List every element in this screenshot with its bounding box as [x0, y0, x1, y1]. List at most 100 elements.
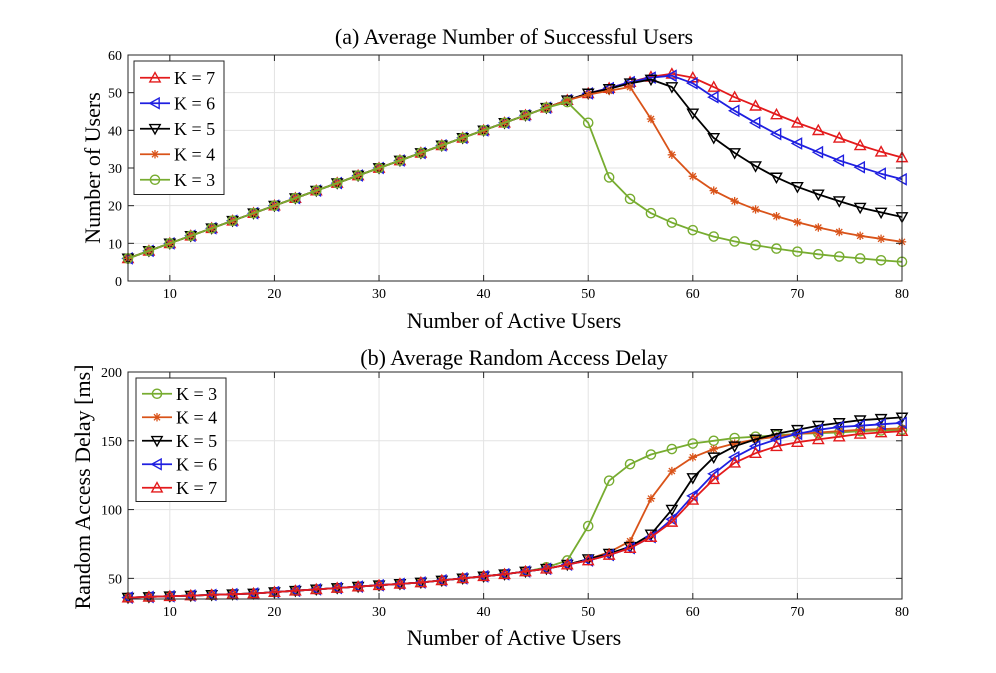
data-point — [728, 104, 740, 118]
y-tick-label: 20 — [108, 200, 122, 215]
data-point — [581, 553, 595, 566]
data-point — [625, 82, 635, 92]
data-point — [624, 193, 636, 205]
data-point — [269, 200, 280, 211]
x-tick-label: 70 — [790, 287, 804, 302]
data-point — [707, 133, 721, 145]
legend-label: K = 7 — [174, 68, 215, 88]
y-tick-label: 60 — [108, 49, 122, 64]
x-tick-label: 70 — [790, 605, 804, 620]
data-point — [603, 475, 615, 486]
data-point — [749, 99, 762, 111]
y-tick-label: 0 — [115, 275, 122, 290]
data-point — [539, 562, 553, 574]
ticks: 10 20 30 40 50 60 70 80 50 100 150 200 — [101, 366, 909, 620]
data-point — [874, 145, 888, 157]
data-point — [561, 96, 573, 108]
data-point — [811, 432, 825, 445]
data-point — [832, 420, 845, 434]
x-axis-label: Number of Active Users — [407, 308, 621, 333]
data-point — [707, 452, 721, 464]
data-point — [832, 154, 845, 167]
data-point — [665, 82, 679, 94]
legend-item: K = 5 — [140, 119, 215, 139]
data-point — [560, 557, 574, 570]
data-point — [520, 109, 531, 121]
data-point — [686, 70, 700, 83]
legend-marker — [150, 481, 164, 493]
data-point — [688, 453, 698, 462]
data-point — [143, 245, 155, 257]
y-tick-label: 150 — [101, 435, 122, 450]
chart-panel-a: (a) Average Number of Successful Users N… — [80, 24, 909, 333]
data-point — [791, 181, 804, 194]
data-point — [895, 172, 907, 186]
data-point — [814, 223, 823, 232]
data-point — [874, 207, 888, 220]
data-point — [770, 172, 783, 185]
data-point — [310, 185, 322, 196]
x-tick-label: 80 — [895, 287, 909, 302]
data-point — [665, 504, 679, 517]
legend-item: K = 4 — [142, 407, 217, 427]
data-point — [623, 541, 637, 553]
data-point — [624, 458, 636, 470]
data-point — [415, 147, 427, 159]
data-point — [833, 251, 845, 262]
legend-item: K = 4 — [140, 144, 215, 164]
data-point — [707, 80, 721, 92]
legend-marker — [150, 435, 164, 448]
y-tick-label: 100 — [101, 504, 122, 519]
data-point — [874, 167, 886, 181]
data-point — [750, 239, 761, 251]
data-point — [707, 90, 719, 104]
data-point — [330, 581, 344, 593]
x-tick-label: 20 — [267, 605, 281, 620]
x-tick-label: 10 — [163, 287, 177, 302]
data-point — [498, 567, 511, 580]
legend-item: K = 3 — [140, 170, 215, 190]
data-point — [646, 494, 656, 503]
data-point — [769, 127, 782, 141]
plot-area — [128, 372, 902, 599]
legend-item: K = 6 — [142, 454, 217, 474]
data-point — [686, 473, 700, 485]
data-point — [874, 425, 888, 438]
data-point — [686, 493, 700, 505]
data-point — [709, 444, 718, 454]
data-point — [142, 590, 156, 602]
data-point — [853, 160, 866, 174]
data-point — [687, 224, 699, 236]
x-tick-label: 20 — [267, 287, 281, 302]
data-point — [351, 579, 365, 592]
data-point — [875, 254, 887, 266]
legend-label: K = 7 — [176, 478, 217, 498]
data-point — [247, 586, 260, 599]
legend-label: K = 5 — [176, 431, 217, 451]
data-point — [665, 515, 679, 527]
x-axis-label: Number of Active Users — [407, 625, 621, 650]
legend-marker — [150, 150, 160, 159]
data-point — [667, 466, 677, 476]
data-point — [604, 86, 614, 95]
data-point — [730, 196, 739, 206]
data-point — [288, 584, 302, 596]
x-tick-label: 50 — [581, 605, 595, 620]
data-point — [623, 541, 635, 555]
data-point — [749, 161, 762, 173]
data-point — [644, 530, 658, 542]
legend-label: K = 3 — [174, 170, 215, 190]
legend-item: K = 5 — [142, 431, 217, 451]
data-point — [646, 114, 656, 124]
legend-label: K = 3 — [176, 384, 217, 404]
data-point — [414, 575, 428, 588]
series-k7 — [121, 424, 909, 603]
data-point — [728, 148, 742, 160]
legend-label: K = 4 — [176, 407, 217, 427]
y-axis-label: Number of Users — [80, 92, 105, 244]
data-point — [581, 554, 594, 567]
legend-marker — [148, 96, 160, 110]
y-tick-label: 50 — [108, 572, 122, 587]
series-k3 — [122, 96, 908, 268]
